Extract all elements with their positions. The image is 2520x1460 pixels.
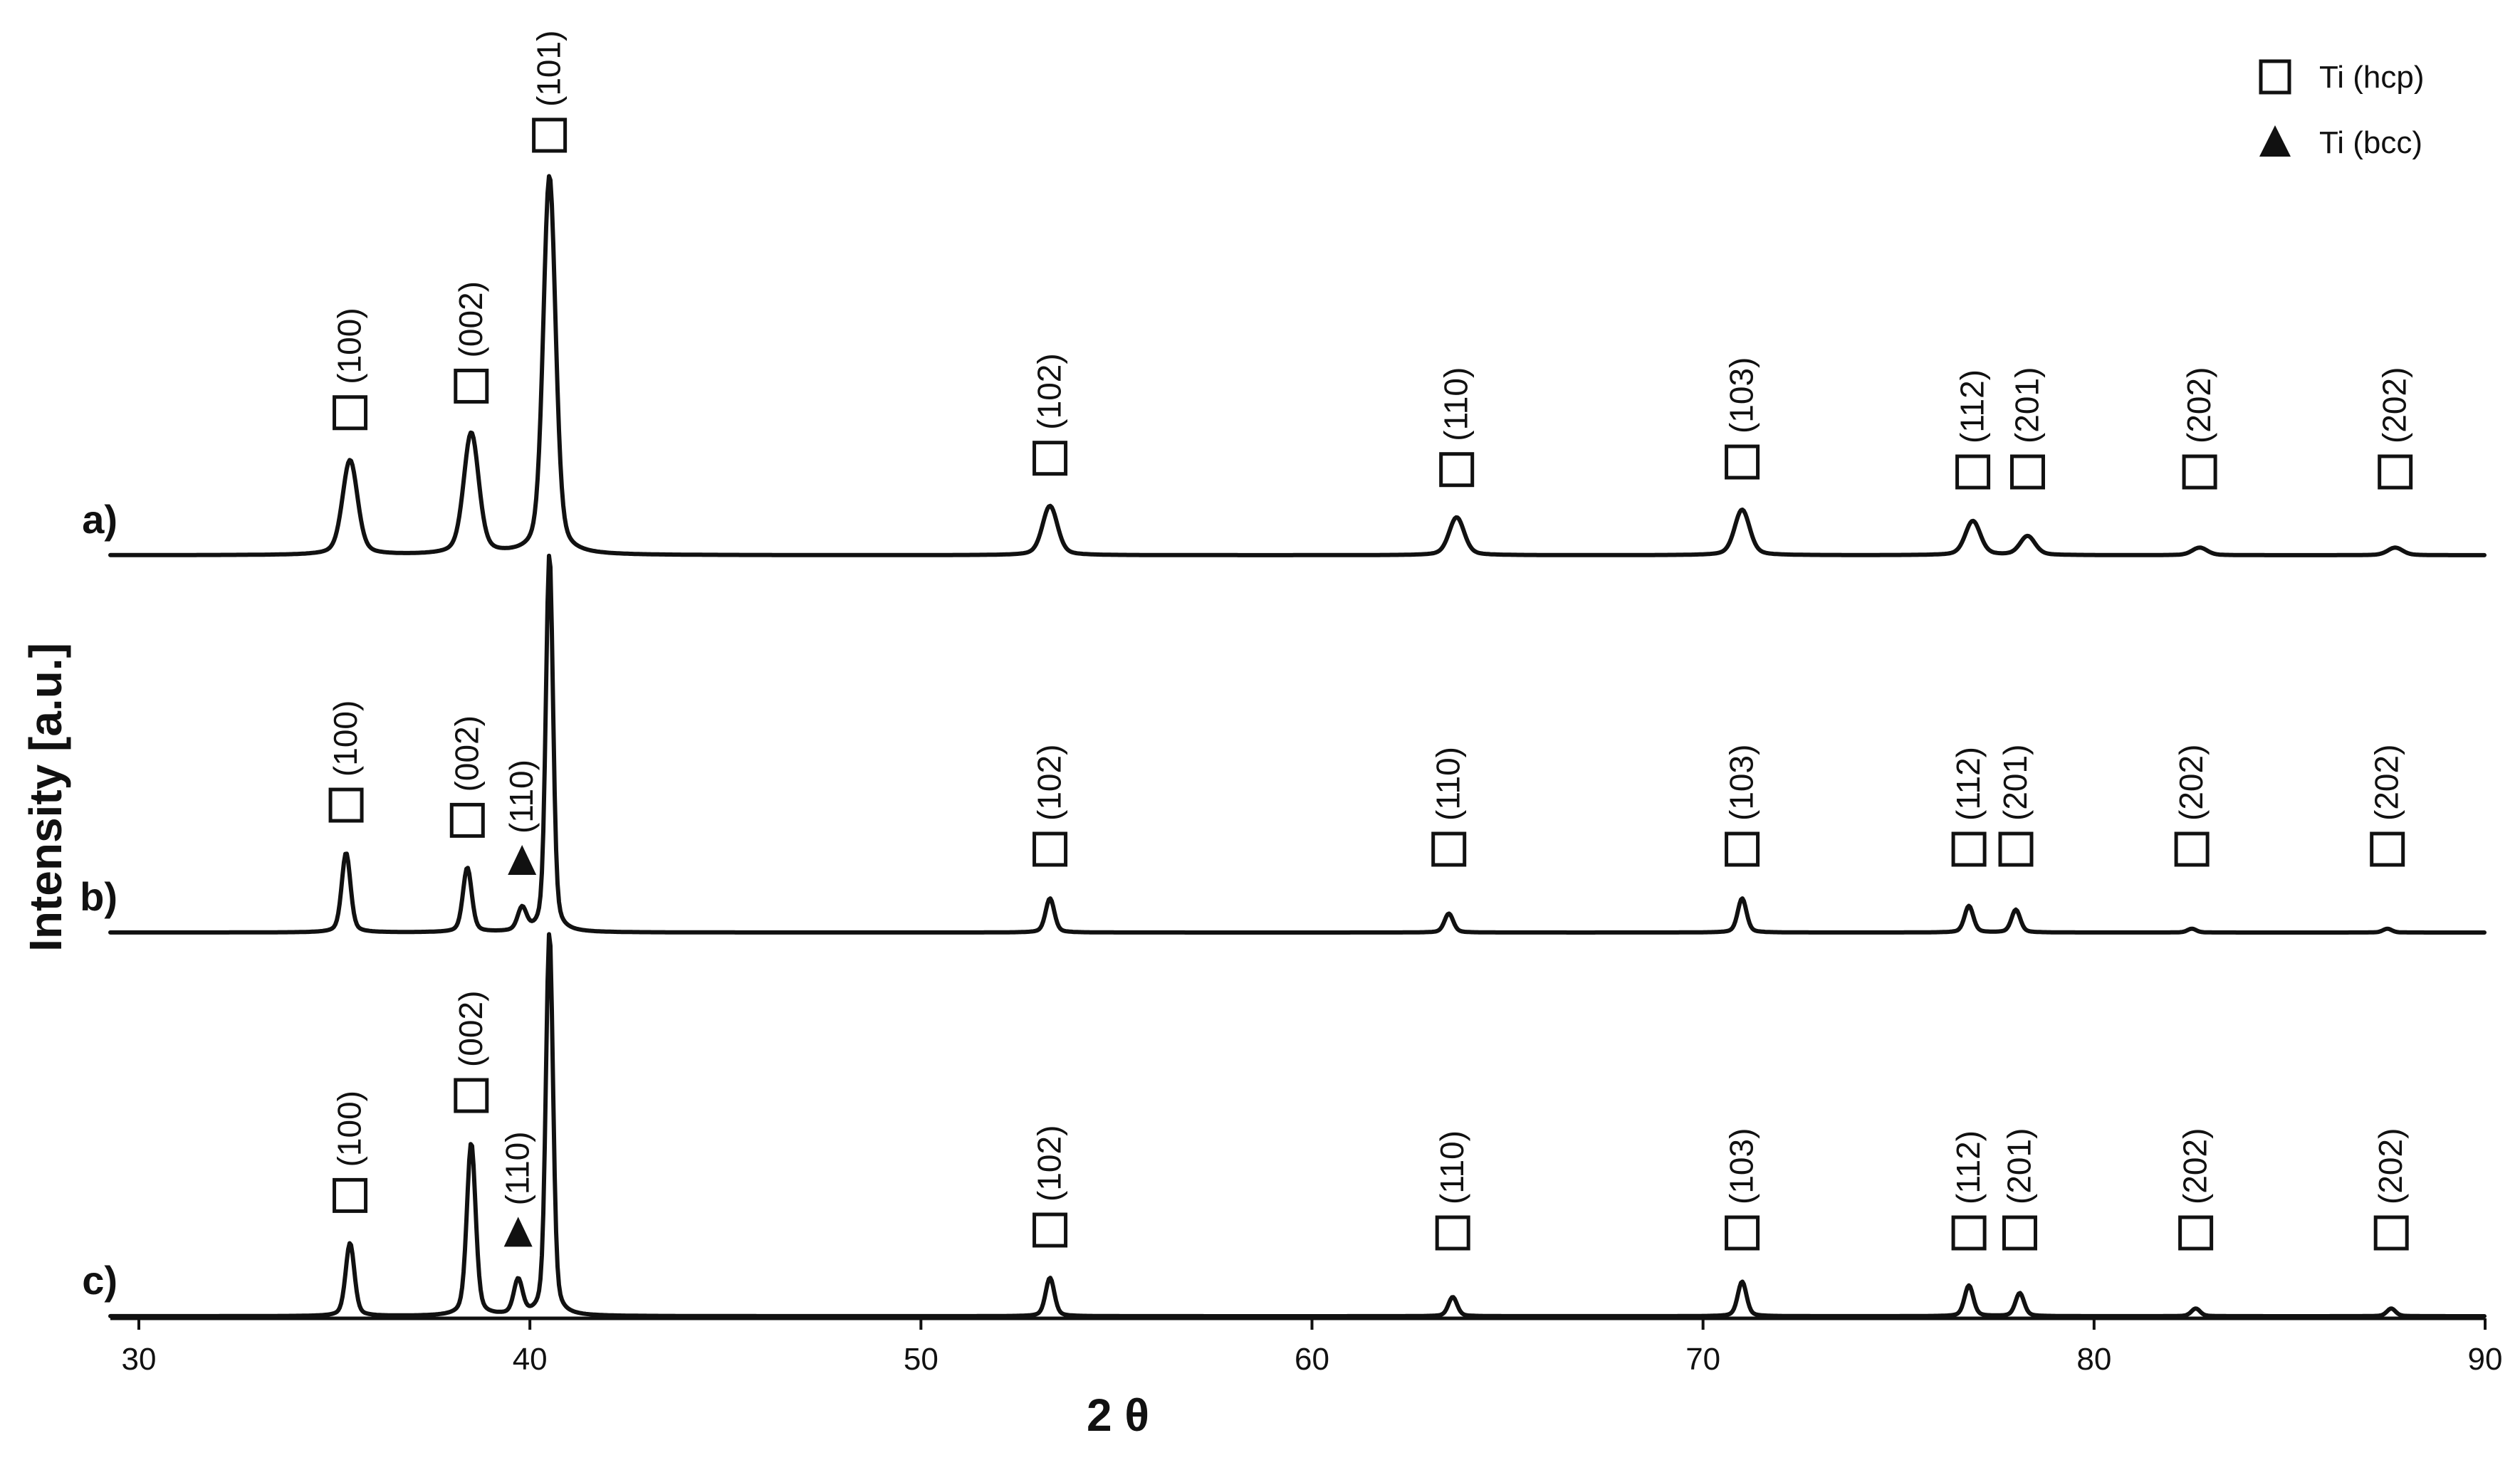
legend-bcc-icon [2259,125,2291,157]
hcp-marker-icon [1032,441,1068,476]
peak-hkl-label: (201) [2008,367,2045,443]
hcp-marker-icon [449,802,485,838]
hcp-marker-icon [1431,831,1467,867]
hcp-marker-icon [1951,831,1987,867]
peak-hkl-label: (002) [452,991,489,1067]
hcp-marker-icon [1951,1215,1987,1251]
hcp-marker-icon [1439,452,1475,488]
trace-c [108,932,2487,1318]
peak-hkl-label: (202) [2177,1128,2214,1204]
legend-entry-label: Ti (bcc) [2319,125,2422,160]
peak-hkl-label: (103) [1723,357,1760,434]
trace-a [108,174,2487,557]
hcp-marker-icon [333,395,368,431]
peak-hkl-label: (202) [2372,1128,2409,1204]
bcc-marker-icon [508,845,537,876]
peak-hkl-label: (100) [327,700,364,777]
trace-label: a) [82,497,117,542]
trace-label: c) [82,1258,117,1303]
x-tick-label: 80 [2076,1342,2111,1377]
peak-hkl-label: (201) [2000,1128,2037,1204]
hcp-marker-icon [2178,1215,2214,1251]
bcc-marker-icon [503,1217,533,1247]
hcp-marker-icon [2182,454,2217,490]
hcp-marker-icon [2370,831,2405,867]
hcp-marker-icon [1725,831,1760,867]
peak-annotations: (100) (002) (101) (102) (110) (103) (112) (201)… [327,31,2413,1251]
peak-hkl-label: (112) [1950,1130,1987,1204]
peak-hkl-label: (102) [1031,1125,1068,1202]
y-axis-title: Intensity [a.u.] [20,643,71,952]
peak-hkl-label: (002) [448,715,485,792]
hcp-marker-icon [1725,1215,1760,1251]
x-axis: 30 40 50 60 70 80 90 [110,1316,2503,1377]
peak-hkl-label: (202) [2368,745,2405,821]
peak-hkl-label: (100) [331,308,368,384]
hcp-marker-icon [2002,1215,2037,1251]
peak-hkl-label: (110) [1433,1130,1470,1204]
hcp-marker-icon [1435,1215,1470,1251]
hcp-marker-icon [1998,831,2034,867]
hcp-marker-icon [532,117,568,153]
peak-hkl-label: (202) [2173,745,2210,821]
peak-hkl-label: (110) [1438,367,1475,441]
peak-hkl-label: (110) [1430,747,1467,821]
diffraction-traces [108,174,2487,1318]
hcp-marker-icon [2378,454,2413,490]
trace-label: b) [80,874,117,919]
peak-hkl-label: (002) [452,281,489,357]
hcp-marker-icon [454,368,489,404]
hcp-marker-icon [2174,831,2210,867]
peak-hkl-label: (112) [1950,747,1987,821]
peak-hkl-label: (110) [503,760,540,834]
peak-hkl-label: (202) [2180,367,2217,443]
hcp-marker-icon [328,787,364,823]
legend: Ti (hcp) Ti (bcc) [2259,59,2425,160]
hcp-marker-icon [333,1177,368,1213]
x-tick-label: 40 [513,1342,548,1377]
trace-labels: a) b) c) [80,497,117,1303]
hcp-marker-icon [454,1078,489,1113]
x-tick-label: 60 [1295,1342,1329,1377]
hcp-marker-icon [2009,454,2045,490]
peak-hkl-label: (201) [1997,745,2034,821]
peak-hkl-label: (101) [530,31,568,107]
hcp-marker-icon [1032,831,1068,867]
peak-hkl-label: (103) [1723,745,1760,821]
peak-hkl-label: (112) [1954,369,1991,443]
legend-hcp-icon [2259,59,2291,95]
hcp-marker-icon [1725,444,1760,480]
peak-hkl-label: (110) [499,1131,536,1205]
legend-entry-label: Ti (hcp) [2319,60,2425,95]
x-tick-label: 50 [904,1342,939,1377]
x-axis-title: 2 θ [1087,1390,1149,1441]
peak-hkl-label: (100) [331,1091,368,1167]
hcp-marker-icon [2373,1215,2409,1251]
peak-hkl-label: (202) [2376,367,2413,443]
peak-hkl-label: (102) [1031,353,1068,429]
hcp-marker-icon [1955,454,1991,490]
x-tick-label: 90 [2468,1342,2503,1377]
peak-hkl-label: (103) [1723,1128,1760,1204]
x-tick-label: 70 [1685,1342,1720,1377]
trace-b [108,553,2487,935]
x-tick-label: 30 [122,1342,157,1377]
peak-hkl-label: (102) [1031,745,1068,821]
hcp-marker-icon [1032,1212,1068,1248]
